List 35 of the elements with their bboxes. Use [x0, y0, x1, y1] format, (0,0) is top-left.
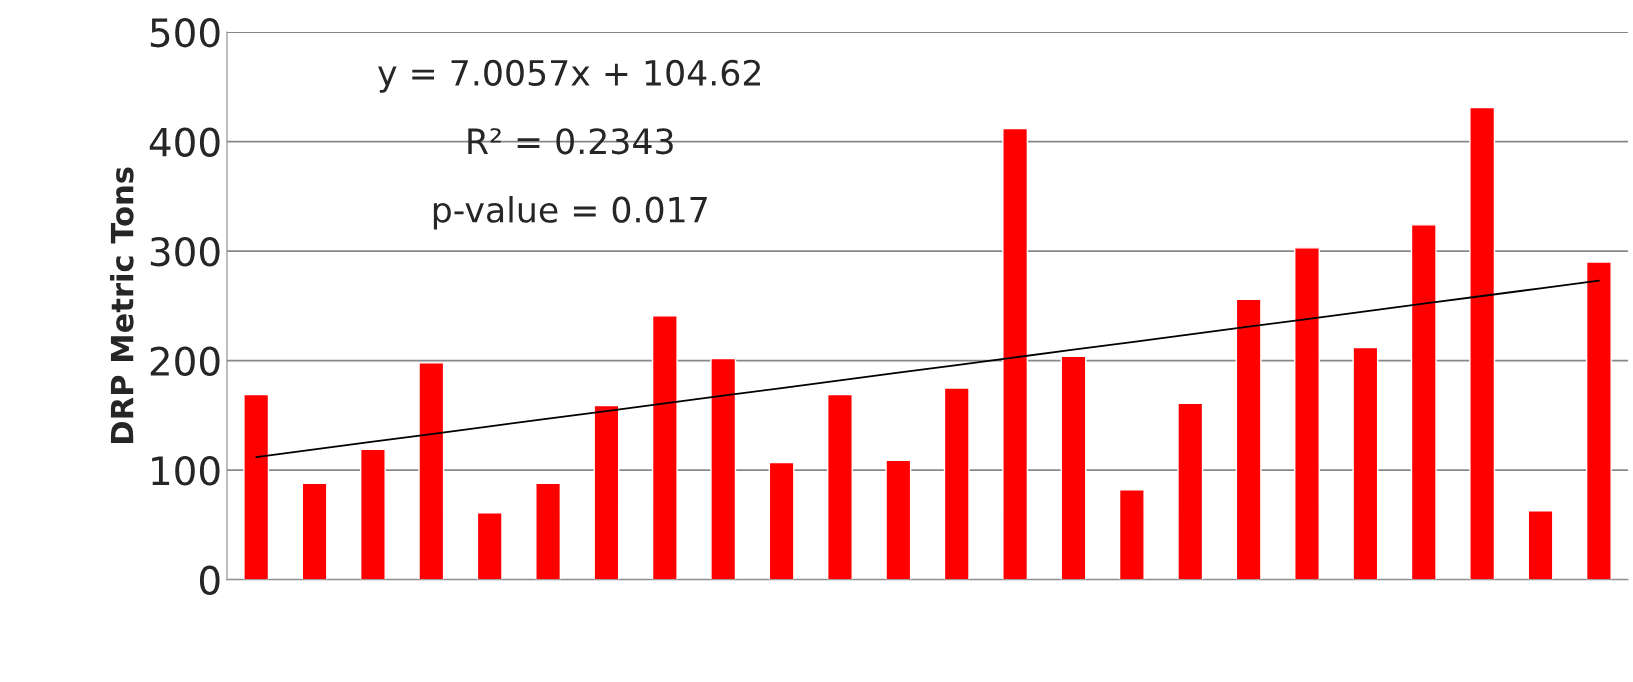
bar	[768, 461, 795, 580]
y-tick-label: 0	[199, 565, 220, 596]
bar	[943, 387, 970, 580]
bar	[1469, 106, 1496, 580]
bar	[651, 315, 678, 580]
bar	[1235, 298, 1262, 580]
bar	[1294, 247, 1320, 580]
annotation: y = 7.0057x + 104.62	[378, 59, 760, 93]
bar	[827, 393, 853, 580]
bar	[359, 448, 386, 580]
bar	[243, 393, 270, 580]
bar	[593, 404, 620, 580]
bar	[885, 459, 912, 580]
bar	[418, 362, 445, 580]
y-tick-label: 300	[150, 237, 220, 267]
y-tick-label: 400	[149, 127, 220, 157]
bar	[1527, 510, 1554, 580]
bar	[535, 482, 562, 580]
bar	[1060, 355, 1087, 580]
bar	[1177, 402, 1204, 580]
annotation: R² = 0.2343	[468, 128, 673, 155]
y-tick-label: 500	[150, 17, 220, 48]
y-axis-title: DRP Metric Tons	[109, 167, 134, 443]
bar	[1585, 261, 1612, 580]
bar	[1410, 224, 1437, 580]
bar	[301, 482, 328, 580]
annotation: p-value = 0.017	[433, 195, 707, 230]
line-series	[255, 279, 1600, 458]
bar	[1352, 346, 1379, 580]
y-tick-label: 200	[150, 346, 220, 376]
bar	[710, 357, 737, 580]
bar	[1118, 489, 1145, 580]
bar	[1002, 127, 1029, 580]
y-tick-label: 100	[152, 456, 220, 486]
bar	[476, 512, 503, 580]
